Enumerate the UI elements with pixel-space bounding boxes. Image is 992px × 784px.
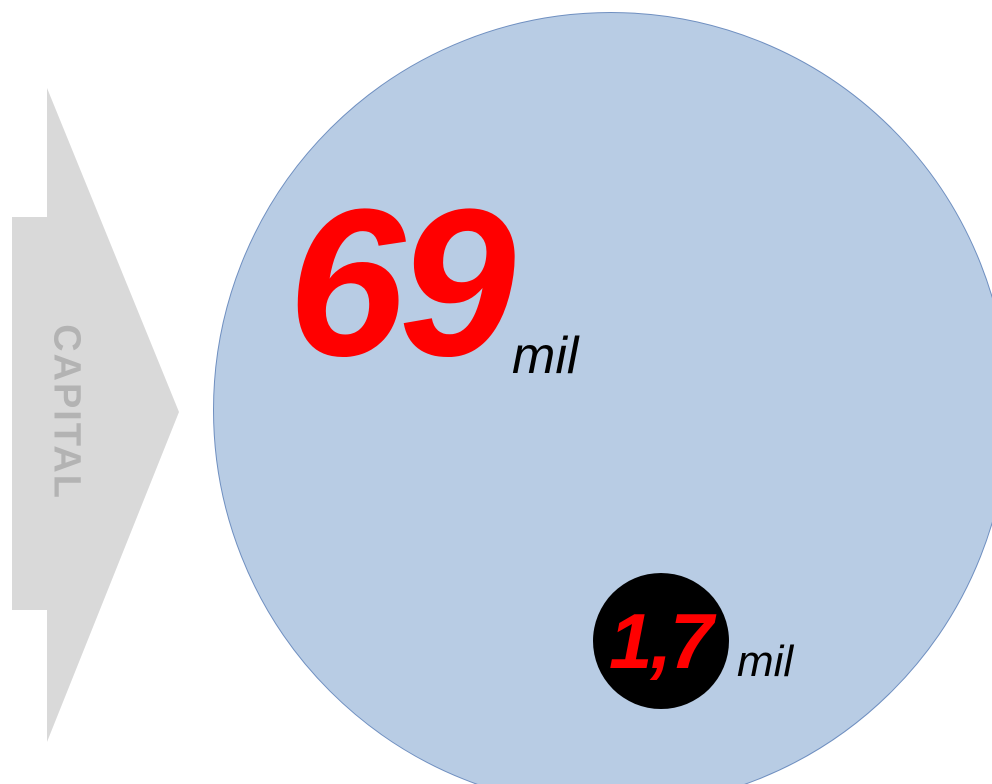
arrow-label: CAPITAL (45, 324, 88, 500)
small-bubble-value: 1,7 (609, 597, 713, 685)
large-bubble-unit: mil (512, 327, 579, 385)
small-bubble-unit: mil (737, 637, 794, 686)
arrow-shape (12, 88, 179, 742)
large-bubble-value: 69 (288, 165, 516, 400)
small-bubble (593, 573, 729, 709)
